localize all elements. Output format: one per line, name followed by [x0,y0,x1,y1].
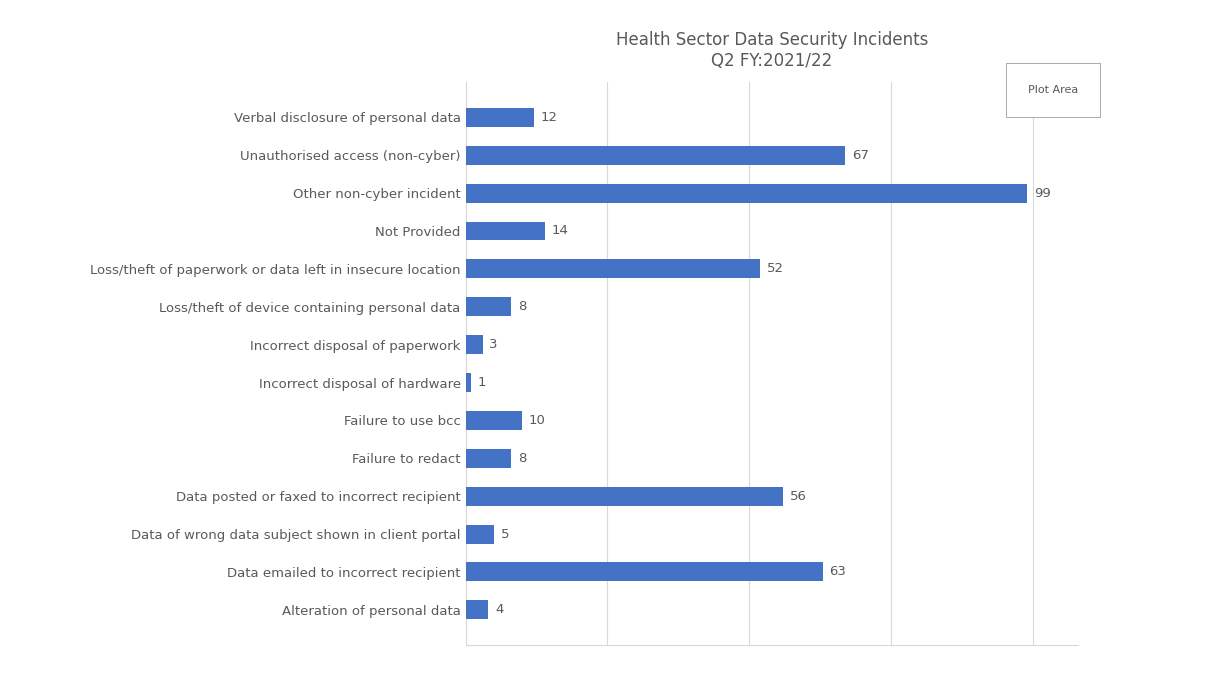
Text: 5: 5 [501,528,510,541]
Text: 63: 63 [829,565,846,578]
Bar [466,184,1027,202]
Bar [466,525,494,543]
Bar [466,259,761,279]
Text: 52: 52 [767,262,784,275]
Bar [466,297,511,316]
Bar [466,411,522,430]
Bar [466,563,823,582]
Bar [466,600,489,619]
Text: 12: 12 [540,111,557,124]
Bar [466,108,534,127]
Text: 8: 8 [518,452,526,465]
Bar [466,222,545,241]
Text: 56: 56 [790,490,807,503]
Bar [466,486,783,506]
Text: 10: 10 [529,414,546,427]
Text: 99: 99 [1034,187,1051,200]
Text: 4: 4 [495,603,503,616]
Bar [466,449,511,468]
Title: Health Sector Data Security Incidents
Q2 FY:2021/22: Health Sector Data Security Incidents Q2… [616,31,929,70]
Text: 8: 8 [518,300,526,314]
Text: 3: 3 [489,338,497,351]
Text: 1: 1 [478,376,486,389]
Bar [466,145,845,165]
Bar [466,373,472,392]
Text: Plot Area: Plot Area [1028,85,1078,95]
Bar [466,335,483,354]
Text: 67: 67 [853,149,870,162]
Text: 14: 14 [551,224,568,237]
